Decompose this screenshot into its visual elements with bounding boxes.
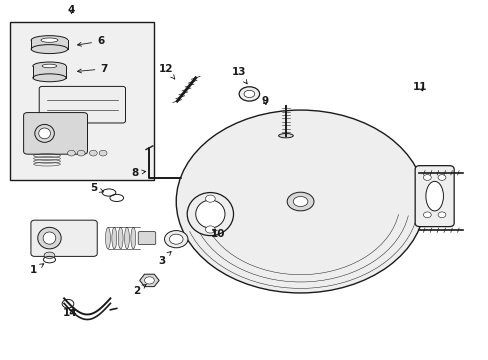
Ellipse shape bbox=[44, 252, 55, 258]
FancyBboxPatch shape bbox=[31, 220, 97, 256]
Text: 1: 1 bbox=[30, 264, 44, 275]
Ellipse shape bbox=[105, 227, 110, 249]
Ellipse shape bbox=[293, 197, 307, 207]
Ellipse shape bbox=[112, 227, 117, 249]
Text: 14: 14 bbox=[63, 308, 78, 318]
Text: 2: 2 bbox=[132, 284, 146, 296]
Ellipse shape bbox=[195, 200, 224, 228]
Text: 6: 6 bbox=[77, 36, 104, 46]
FancyBboxPatch shape bbox=[39, 86, 125, 123]
Text: 4: 4 bbox=[67, 5, 75, 15]
Ellipse shape bbox=[286, 192, 313, 211]
Bar bbox=[10, 22, 154, 180]
Ellipse shape bbox=[187, 193, 233, 235]
Text: 7: 7 bbox=[78, 64, 107, 74]
Text: 13: 13 bbox=[231, 67, 246, 84]
Circle shape bbox=[176, 110, 424, 293]
Ellipse shape bbox=[33, 62, 66, 70]
Text: 11: 11 bbox=[412, 82, 427, 92]
Circle shape bbox=[144, 277, 154, 284]
Circle shape bbox=[423, 212, 430, 218]
Circle shape bbox=[205, 226, 215, 233]
Ellipse shape bbox=[43, 232, 56, 244]
Text: 9: 9 bbox=[262, 96, 268, 106]
Circle shape bbox=[423, 175, 430, 180]
Ellipse shape bbox=[425, 181, 443, 211]
Ellipse shape bbox=[169, 234, 183, 244]
Text: 10: 10 bbox=[210, 229, 224, 239]
Circle shape bbox=[437, 212, 445, 218]
Text: 8: 8 bbox=[131, 168, 145, 178]
FancyBboxPatch shape bbox=[23, 113, 87, 154]
FancyBboxPatch shape bbox=[414, 166, 453, 226]
Ellipse shape bbox=[31, 36, 68, 45]
Circle shape bbox=[205, 195, 215, 202]
Circle shape bbox=[67, 150, 75, 156]
Ellipse shape bbox=[244, 90, 254, 98]
Bar bbox=[31, 40, 68, 49]
Ellipse shape bbox=[38, 227, 61, 249]
Ellipse shape bbox=[39, 128, 50, 139]
Ellipse shape bbox=[118, 227, 123, 249]
Ellipse shape bbox=[31, 45, 68, 54]
Ellipse shape bbox=[124, 227, 129, 249]
Text: 5: 5 bbox=[89, 183, 103, 193]
Ellipse shape bbox=[42, 64, 57, 68]
Bar bbox=[33, 66, 66, 78]
Ellipse shape bbox=[41, 38, 58, 42]
Circle shape bbox=[77, 150, 85, 156]
Ellipse shape bbox=[33, 74, 66, 82]
FancyBboxPatch shape bbox=[138, 231, 156, 244]
Ellipse shape bbox=[35, 125, 54, 142]
Text: 12: 12 bbox=[159, 64, 174, 79]
Ellipse shape bbox=[239, 87, 259, 101]
Circle shape bbox=[99, 150, 107, 156]
Ellipse shape bbox=[278, 134, 293, 138]
Text: 3: 3 bbox=[158, 251, 171, 266]
Circle shape bbox=[437, 175, 445, 180]
Circle shape bbox=[89, 150, 97, 156]
Ellipse shape bbox=[164, 230, 187, 248]
Ellipse shape bbox=[131, 227, 136, 249]
